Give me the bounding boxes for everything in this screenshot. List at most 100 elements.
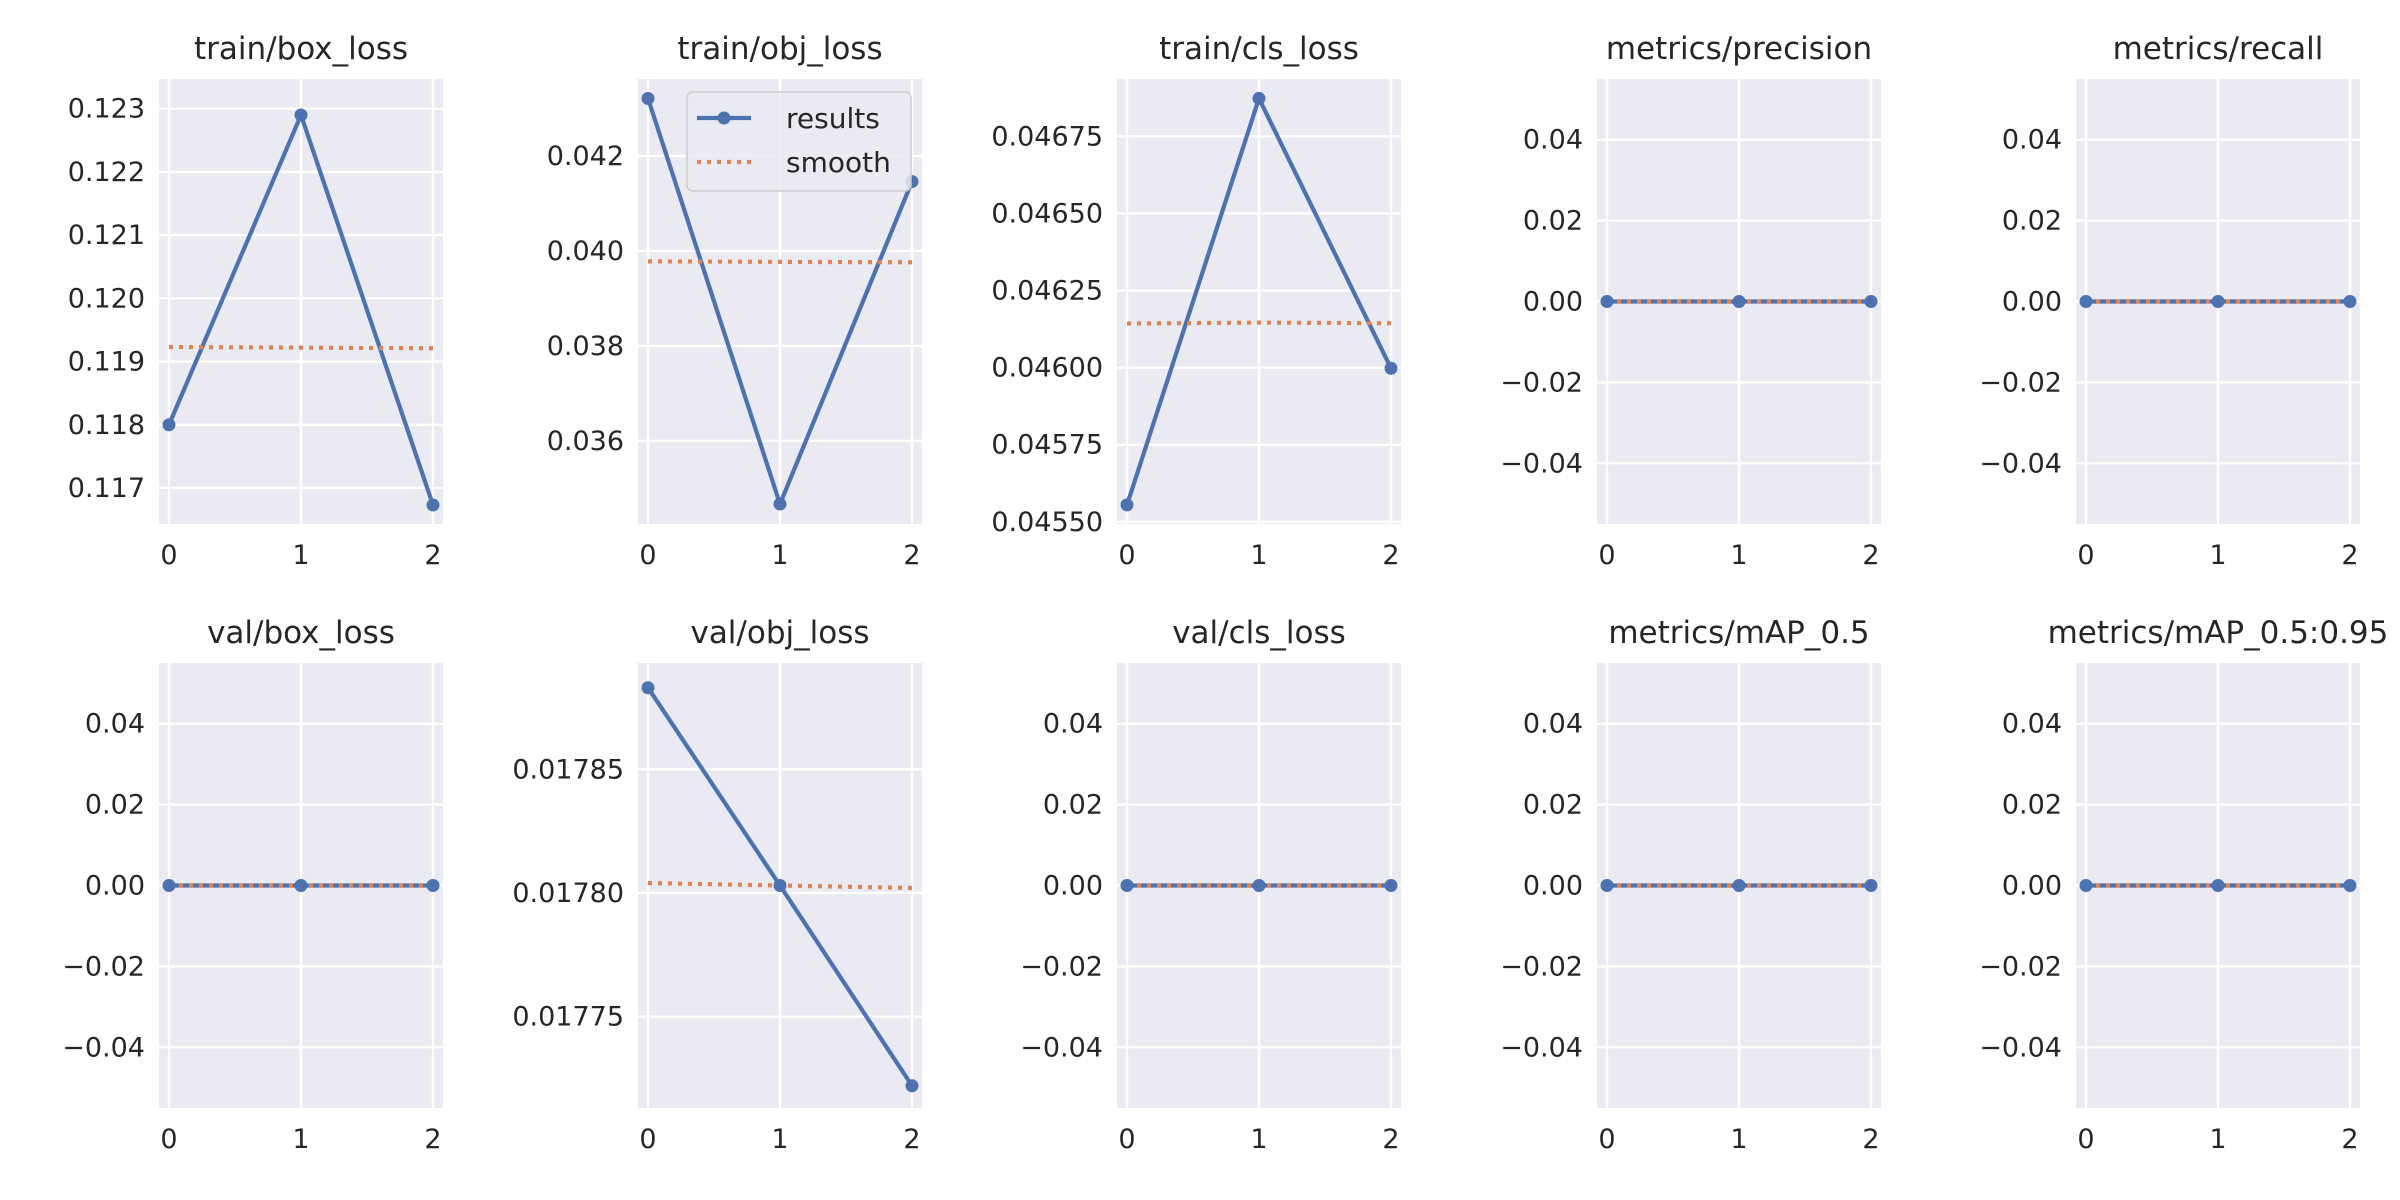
y-tick-label: 0.119 (68, 347, 145, 378)
x-tick-label: 0 (1118, 1124, 1135, 1155)
subplot-title: metrics/mAP_0.5 (1608, 615, 1869, 651)
x-tick-label: 0 (1598, 540, 1615, 571)
y-tick-label: 0.02 (85, 790, 145, 821)
x-tick-label: 1 (292, 1124, 309, 1155)
y-tick-label: 0.04 (2002, 709, 2062, 740)
y-tick-label: 0.00 (1043, 871, 1103, 902)
y-tick-label: 0.04 (85, 709, 145, 740)
subplot-title: metrics/precision (1606, 31, 1872, 67)
y-tick-label: 0.04675 (991, 121, 1103, 152)
y-tick-label: 0.00 (1523, 871, 1583, 902)
x-tick-label: 2 (2341, 1124, 2358, 1155)
x-tick-label: 1 (1730, 1124, 1747, 1155)
x-tick-label: 0 (1118, 540, 1135, 571)
y-tick-label: 0.02 (2002, 206, 2062, 237)
subplot-title: val/cls_loss (1172, 615, 1346, 651)
y-tick-label: 0.121 (68, 220, 145, 251)
subplot-title: train/cls_loss (1159, 31, 1359, 67)
y-tick-label: 0.040 (547, 236, 624, 267)
y-tick-label: −0.02 (1979, 367, 2062, 398)
y-tick-label: 0.04 (1523, 709, 1583, 740)
y-tick-label: −0.02 (1500, 951, 1583, 982)
subplot-title: train/obj_loss (677, 31, 882, 67)
results-point (2211, 295, 2225, 308)
x-tick-label: 2 (1862, 1124, 1879, 1155)
subplot-5: 0 1 2 −0.04 −0.02 0.00 0.02 0.04 metrics/recall (1979, 31, 2360, 571)
subplot-7: 0 1 2 0.01775 0.01780 0.01785 val/obj_loss (512, 615, 922, 1155)
y-tick-label: 0.02 (1043, 790, 1103, 821)
results-point (2079, 879, 2093, 892)
y-tick-label: −0.04 (1500, 1032, 1583, 1063)
x-tick-label: 1 (292, 540, 309, 571)
y-tick-label: −0.04 (1500, 448, 1583, 479)
x-tick-label: 1 (1730, 540, 1747, 571)
results-point (162, 418, 176, 432)
results-point (641, 91, 655, 105)
y-tick-label: 0.120 (68, 283, 145, 314)
y-tick-label: −0.02 (62, 951, 145, 982)
y-tick-label: 0.036 (547, 426, 624, 457)
results-point (1252, 879, 1266, 892)
x-tick-label: 1 (1250, 1124, 1267, 1155)
x-tick-label: 0 (160, 1124, 177, 1155)
subplot-title: train/box_loss (194, 31, 408, 67)
y-tick-label: 0.01785 (512, 754, 624, 785)
x-tick-label: 1 (771, 540, 788, 571)
results-point (641, 681, 655, 695)
y-tick-label: 0.00 (85, 871, 145, 902)
y-tick-label: −0.04 (1979, 448, 2062, 479)
x-tick-label: 0 (160, 540, 177, 571)
results-point (1384, 879, 1398, 892)
results-point (1384, 361, 1398, 375)
subplot-title: val/obj_loss (690, 615, 869, 651)
subplot-3: 0 1 2 0.04550 0.04575 0.04600 0.04625 0.04650 0.… (991, 31, 1401, 571)
results-point (162, 879, 176, 892)
y-tick-label: 0.04625 (991, 276, 1103, 307)
y-tick-label: 0.02 (1523, 790, 1583, 821)
smooth-line (1126, 320, 1392, 326)
y-tick-label: 0.02 (2002, 790, 2062, 821)
subplot-8: 0 1 2 −0.04 −0.02 0.00 0.02 0.04 val/cls_loss (1020, 615, 1401, 1155)
results-point (773, 497, 787, 511)
results-point (2343, 879, 2357, 892)
y-tick-label: −0.04 (62, 1032, 145, 1063)
x-tick-label: 0 (1598, 1124, 1615, 1155)
results-point (1252, 91, 1266, 105)
y-tick-label: 0.118 (68, 410, 145, 441)
x-tick-label: 1 (1250, 540, 1267, 571)
y-tick-label: 0.00 (1523, 287, 1583, 318)
subplot-6: 0 1 2 −0.04 −0.02 0.00 0.02 0.04 val/box_loss (62, 615, 443, 1155)
y-tick-label: 0.042 (547, 141, 624, 172)
y-tick-label: 0.122 (68, 157, 145, 188)
results-point (1120, 879, 1134, 892)
y-tick-label: 0.01775 (512, 1002, 624, 1033)
results-point (2079, 295, 2093, 308)
results-point (1600, 879, 1614, 892)
results-point (1732, 295, 1746, 308)
x-tick-label: 1 (771, 1124, 788, 1155)
y-tick-label: 0.04650 (991, 198, 1103, 229)
x-tick-label: 2 (903, 1124, 920, 1155)
x-tick-label: 2 (903, 540, 920, 571)
subplot-title: val/box_loss (207, 615, 395, 651)
y-tick-label: 0.04 (1523, 125, 1583, 156)
x-tick-label: 0 (2077, 1124, 2094, 1155)
results-point (426, 498, 440, 512)
results-point (1732, 879, 1746, 892)
y-tick-label: −0.04 (1979, 1032, 2062, 1063)
x-tick-label: 2 (2341, 540, 2358, 571)
y-tick-label: −0.02 (1020, 951, 1103, 982)
y-tick-label: 0.04600 (991, 353, 1103, 384)
x-tick-label: 2 (1862, 540, 1879, 571)
x-tick-label: 0 (2077, 540, 2094, 571)
results-point (2211, 879, 2225, 892)
subplot-title: metrics/mAP_0.5:0.95 (2048, 615, 2389, 651)
results-point (773, 879, 787, 892)
y-tick-label: −0.02 (1500, 367, 1583, 398)
results-point (1600, 295, 1614, 308)
x-tick-label: 2 (1382, 1124, 1399, 1155)
y-tick-label: 0.117 (68, 473, 145, 504)
y-tick-label: 0.04 (1043, 709, 1103, 740)
y-tick-label: −0.04 (1020, 1032, 1103, 1063)
